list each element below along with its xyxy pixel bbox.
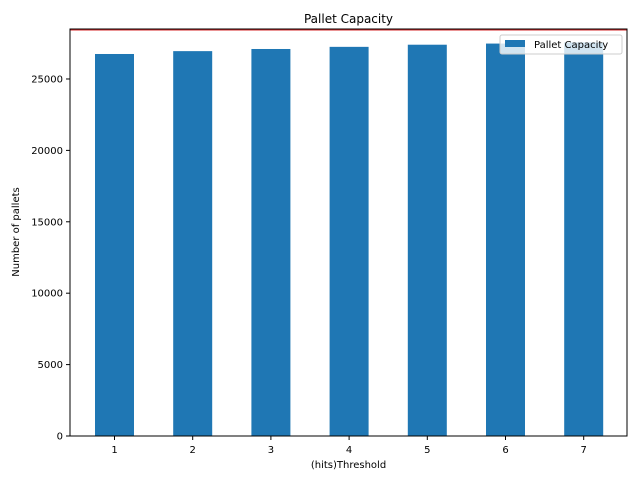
x-tick-label: 1 <box>111 445 117 456</box>
bar-7 <box>564 42 604 436</box>
bar-1 <box>95 53 134 437</box>
bars-group <box>95 42 604 437</box>
y-tick-label: 25000 <box>31 74 63 85</box>
legend-swatch <box>505 40 525 47</box>
bar-4 <box>329 46 369 436</box>
y-tick-label: 15000 <box>31 217 63 228</box>
legend: Pallet Capacity <box>499 34 623 55</box>
bar-5 <box>407 44 447 436</box>
chart-title: Pallet Capacity <box>304 12 393 26</box>
x-tick-label: 7 <box>581 445 587 456</box>
bar-2 <box>173 51 213 437</box>
axes-frame <box>69 28 628 437</box>
legend-label: Pallet Capacity <box>534 40 608 51</box>
x-tick-label: 3 <box>268 445 274 456</box>
legend-box <box>499 34 623 55</box>
y-tick-label: 10000 <box>31 289 63 300</box>
y-axis-label: Number of pallets <box>11 187 22 276</box>
x-axis-ticks: 1 2 3 4 5 6 7 <box>111 436 587 456</box>
y-axis-ticks: 0 5000 10000 15000 20000 25000 <box>31 74 70 443</box>
bar-6 <box>486 43 525 436</box>
x-tick-label: 2 <box>190 445 196 456</box>
x-tick-label: 5 <box>424 445 430 456</box>
y-tick-label: 5000 <box>38 360 63 371</box>
x-tick-label: 6 <box>502 445 508 456</box>
x-axis-label: (hits)Threshold <box>311 460 386 471</box>
bar-3 <box>251 48 291 436</box>
y-tick-label: 0 <box>57 432 63 443</box>
x-tick-label: 4 <box>346 445 352 456</box>
plot-area: 0 5000 10000 15000 20000 25000 1 2 3 4 5 6 7 <box>31 28 628 456</box>
y-tick-label: 20000 <box>31 146 63 157</box>
